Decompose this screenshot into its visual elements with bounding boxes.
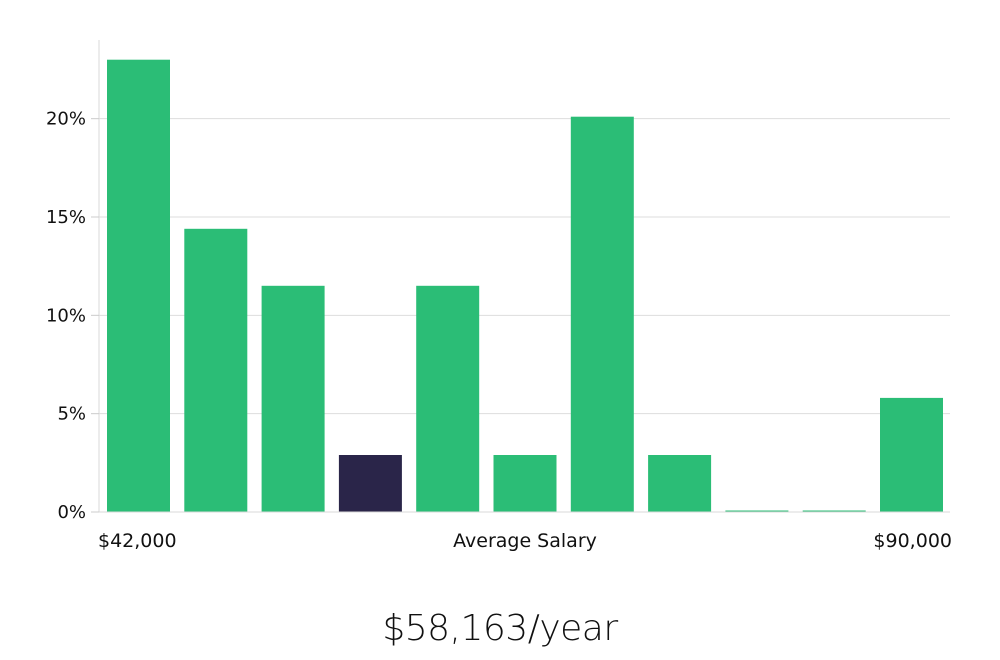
average-salary-value: $58,163/year [382, 608, 618, 649]
y-tick-labels: 0% 5% 10% 15% 20% [46, 109, 99, 523]
salary-bar [880, 397, 943, 512]
salary-bar [261, 285, 325, 512]
salary-bar [493, 455, 557, 512]
y-tick-label: 5% [57, 404, 86, 425]
salary-bar [570, 116, 634, 512]
salary-bar [107, 59, 170, 512]
salary-bar [802, 510, 866, 512]
salary-bar [416, 285, 480, 512]
salary-histogram-chart: 0% 5% 10% 15% 20% $42,000 Average Salary $90… [46, 40, 952, 552]
salary-bar [725, 510, 789, 512]
y-tick-label: 10% [46, 305, 86, 326]
x-axis-title: Average Salary [453, 530, 597, 552]
salary-bar [648, 455, 712, 512]
salary-bar [184, 228, 248, 513]
y-tick-label: 0% [57, 502, 86, 523]
x-min-label: $42,000 [98, 530, 177, 552]
bars [107, 59, 943, 513]
y-tick-label: 15% [46, 207, 86, 228]
highlighted-salary-bar [338, 455, 402, 512]
y-tick-label: 20% [46, 109, 86, 130]
x-max-label: $90,000 [873, 530, 952, 552]
